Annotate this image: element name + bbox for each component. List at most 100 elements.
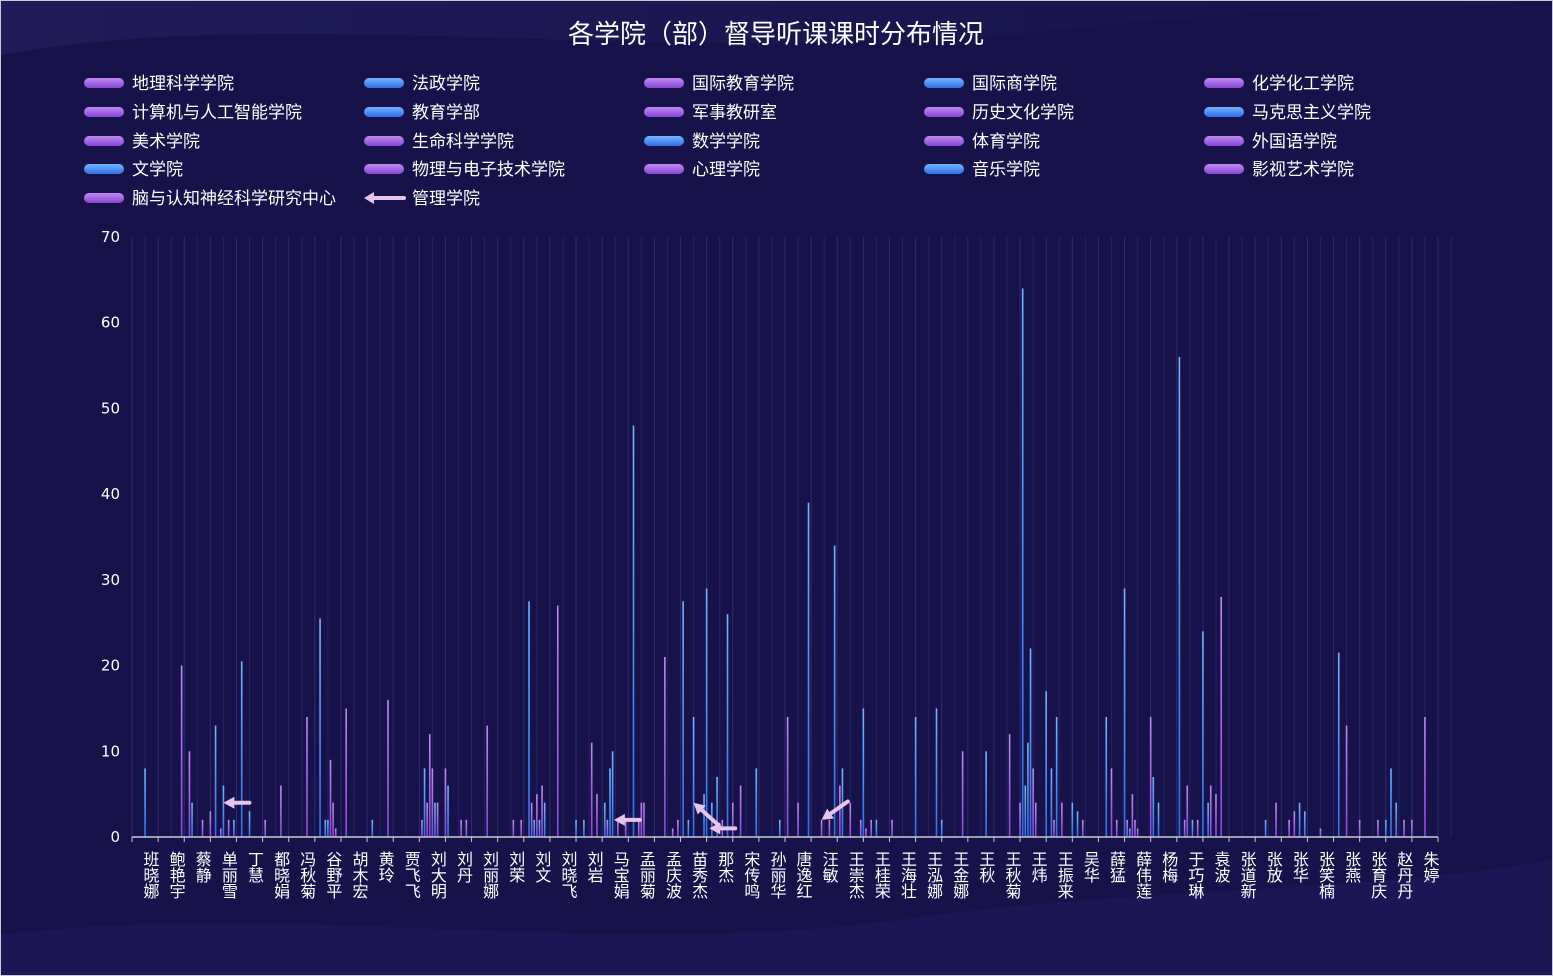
bar	[180, 665, 183, 837]
pointer-arrow	[613, 813, 642, 826]
bar	[1424, 717, 1426, 837]
legend-swatch	[364, 164, 404, 174]
bar	[755, 768, 758, 837]
bar	[1384, 819, 1387, 837]
bar	[739, 785, 742, 837]
bar	[1178, 357, 1181, 837]
x-tick-label: 刘大明	[428, 851, 447, 900]
bar	[201, 819, 204, 837]
legend-label: 物理与电子技术学院	[412, 160, 565, 180]
bar	[1076, 811, 1079, 837]
bar	[324, 819, 327, 837]
legend-item: 法政学院	[364, 74, 480, 94]
pointer-arrow-head	[821, 808, 835, 820]
bar	[617, 819, 619, 837]
legend-item: 化学化工学院	[1204, 74, 1354, 94]
bar	[624, 819, 627, 837]
legend-label: 计算机与人工智能学院	[132, 103, 302, 123]
bar	[214, 725, 217, 837]
legend-label: 马克思主义学院	[1252, 103, 1371, 123]
bar	[870, 819, 872, 837]
bar	[687, 819, 690, 837]
bar	[512, 819, 515, 837]
bar	[188, 751, 191, 837]
bar	[1081, 819, 1084, 837]
legend-item: 文学院	[84, 160, 183, 180]
x-tick-label: 王海壮	[898, 851, 917, 899]
background-wave-bottom	[0, 860, 1553, 976]
legend-swatch	[644, 164, 684, 174]
bar	[935, 708, 938, 837]
x-tick-label: 张道新	[1238, 851, 1257, 899]
bar	[1024, 785, 1027, 837]
bar	[1050, 768, 1053, 837]
bar	[426, 802, 428, 837]
bar	[1186, 785, 1189, 837]
y-tick-label: 0	[110, 828, 120, 846]
bar	[603, 802, 606, 837]
legend-swatch	[644, 107, 684, 117]
legend-item: 国际教育学院	[644, 74, 794, 94]
bar	[643, 802, 645, 837]
bar	[637, 819, 640, 837]
bar	[1029, 648, 1032, 837]
bar	[859, 819, 862, 837]
bar	[862, 708, 865, 837]
x-tick-label: 王崇杰	[846, 851, 865, 899]
bar	[1136, 828, 1139, 837]
x-tick-label: 谷野平	[323, 851, 342, 899]
pointer-arrow	[223, 796, 252, 809]
legend-swatch	[364, 107, 404, 117]
x-tick-label: 张育庆	[1368, 851, 1387, 899]
bar	[533, 819, 536, 837]
y-tick-label: 30	[101, 571, 120, 589]
bar	[1264, 819, 1267, 837]
bar	[1105, 717, 1108, 837]
x-tick-label: 班晓娜	[141, 851, 160, 900]
bar	[520, 819, 522, 837]
bar	[1157, 802, 1160, 837]
bar	[692, 717, 695, 837]
x-tick-label: 胡木宏	[350, 851, 369, 899]
legend-item: 国际商学院	[924, 74, 1057, 94]
y-tick-label: 50	[101, 399, 120, 417]
x-tick-label: 丁慧	[245, 851, 264, 883]
x-tick-label: 张放	[1264, 851, 1283, 884]
bar	[1152, 777, 1155, 837]
bar	[1319, 828, 1322, 837]
bar	[371, 819, 374, 837]
bar	[1019, 802, 1021, 837]
bar	[528, 601, 530, 837]
x-tick-label: 刘晓飞	[558, 851, 577, 899]
x-tick-label: 刘岩	[585, 851, 604, 883]
legend-item: 军事教研室	[644, 103, 777, 123]
bar	[280, 785, 282, 837]
legend-label: 法政学院	[412, 74, 480, 94]
legend-label: 心理学院	[692, 160, 760, 180]
x-tick-label: 贾飞飞	[402, 851, 421, 899]
x-tick-label: 冯秋菊	[297, 851, 316, 900]
bar	[1209, 785, 1212, 837]
x-tick-label: 朱婷	[1420, 851, 1439, 883]
legend-item: 管理学院	[364, 189, 480, 209]
legend-swatch	[1204, 107, 1244, 117]
legend-label: 军事教研室	[692, 103, 777, 123]
x-axis: 班晓娜 鲍艳宇 蔡静 单丽雪 丁慧 都晓娟 冯秋菊 谷野平 胡木宏 黄玲 贾飞飞 刘大明 刘丹 刘丽娜 刘荣…	[131, 836, 1439, 900]
bar	[1055, 717, 1058, 837]
legend-item: 美术学院	[84, 132, 200, 152]
bar	[1220, 597, 1223, 837]
bar	[530, 802, 533, 837]
bar	[961, 751, 964, 837]
bar	[423, 768, 426, 837]
bar	[1395, 802, 1398, 837]
bar	[264, 819, 267, 837]
legend-label: 文学院	[132, 160, 183, 180]
bar	[590, 742, 593, 837]
bar	[541, 785, 543, 837]
legend-label: 化学化工学院	[1252, 74, 1354, 94]
bar	[465, 819, 468, 837]
legend-swatch	[84, 164, 124, 174]
legend-swatch	[924, 164, 964, 174]
bar	[434, 802, 436, 837]
bar	[1293, 811, 1296, 837]
